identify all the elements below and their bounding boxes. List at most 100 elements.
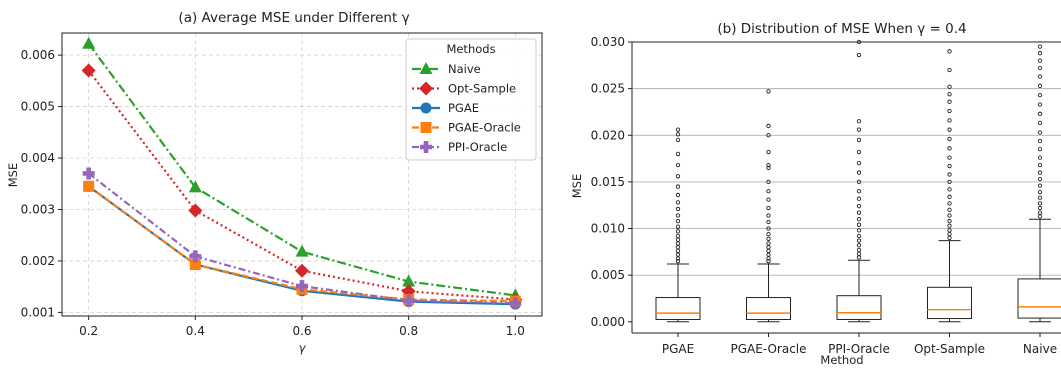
chart-b-grid — [632, 88, 1061, 276]
outlier-point — [856, 217, 862, 222]
line-chart-panel: (a) Average MSE under Different γ 0.0010… — [6, 10, 543, 355]
outlier-point — [947, 187, 952, 192]
x-tick-label: 1.0 — [506, 324, 525, 338]
x-tick-label: Naive — [1023, 342, 1057, 356]
outlier-point — [947, 218, 952, 224]
outlier-point — [856, 127, 862, 132]
outlier-point — [1037, 176, 1043, 182]
legend-label: Naive — [448, 62, 481, 76]
outlier-point — [766, 219, 771, 225]
chart-a-x-axis-label: γ — [299, 341, 307, 355]
outlier-point — [947, 213, 952, 218]
outlier-point — [1037, 102, 1043, 107]
y-tick-label: 0.015 — [591, 175, 625, 189]
outlier-point — [856, 222, 862, 227]
y-tick-label: 0.003 — [21, 202, 55, 216]
outlier-point — [675, 174, 681, 179]
x-tick-label: PPI-Oracle — [828, 342, 890, 356]
data-point-naive — [82, 36, 96, 49]
outlier-point — [675, 206, 681, 212]
data-point-opt-sample — [295, 263, 309, 278]
iqr-box — [746, 297, 791, 320]
outlier-point — [856, 52, 862, 58]
chart-b-y-axis-label: MSE — [570, 174, 584, 199]
outlier-point — [947, 108, 952, 114]
outlier-point — [766, 197, 771, 202]
outlier-point — [856, 233, 862, 239]
outlier-point — [856, 179, 862, 185]
box-opt-sample — [927, 49, 972, 323]
outlier-point — [1037, 93, 1043, 98]
outlier-point — [947, 179, 952, 185]
x-tick-label: 0.4 — [186, 324, 205, 338]
outlier-point — [1037, 183, 1043, 188]
chart-b-x-axis: PGAE PGAE-Oracle PPI-Oracle Opt-Sample Naive — [662, 333, 1057, 356]
outlier-point — [766, 236, 771, 241]
outlier-point — [856, 161, 862, 166]
chart-a-legend: Methods Naive Opt-Sample PGAE PGAE-Oracle PP… — [405, 38, 537, 161]
outlier-point — [856, 149, 862, 155]
outlier-point — [947, 67, 952, 73]
outlier-point — [675, 162, 681, 168]
outlier-point — [1037, 51, 1043, 56]
y-tick-label: 0.000 — [591, 315, 625, 329]
outlier-point — [947, 155, 952, 160]
y-tick-label: 0.005 — [591, 268, 625, 282]
chart-a-y-axis: 0.001 0.002 0.003 0.004 0.005 0.006 — [21, 48, 62, 319]
legend-label: PPI-Oracle — [448, 140, 507, 154]
y-tick-label: 0.020 — [591, 128, 625, 142]
legend-title: Methods — [446, 42, 495, 56]
x-tick-label: PGAE — [662, 342, 694, 356]
outlier-point — [766, 259, 771, 264]
outlier-point — [766, 89, 771, 94]
chart-b-title: (b) Distribution of MSE When γ = 0.4 — [717, 21, 966, 37]
outlier-point — [675, 184, 681, 189]
outlier-point — [1037, 58, 1043, 63]
data-point-ppi-oracle — [82, 167, 95, 180]
outlier-point — [1037, 190, 1043, 195]
outlier-point — [1037, 210, 1043, 215]
legend-box — [405, 38, 537, 161]
outlier-point — [766, 205, 771, 211]
outlier-point — [766, 226, 771, 231]
outlier-point — [947, 99, 952, 104]
outlier-point — [947, 146, 952, 151]
outlier-point — [947, 127, 952, 132]
data-point-ppi-oracle — [509, 297, 522, 310]
outlier-point — [856, 196, 862, 201]
chart-a-y-axis-label: MSE — [6, 163, 20, 188]
y-tick-label: 0.004 — [21, 151, 55, 165]
outlier-point — [1037, 65, 1043, 71]
outlier-point — [947, 223, 952, 228]
outlier-point — [947, 163, 952, 169]
outlier-point — [1037, 130, 1043, 135]
outlier-point — [766, 189, 771, 194]
outlier-point — [1037, 155, 1043, 160]
outlier-point — [766, 133, 771, 138]
series-line-naive — [87, 43, 516, 297]
outlier-point — [856, 189, 862, 194]
outlier-point — [766, 165, 771, 171]
outlier-point — [856, 170, 862, 175]
x-tick-label: 0.8 — [399, 324, 418, 338]
data-point-ppi-oracle — [189, 250, 202, 263]
legend-marker — [420, 141, 433, 153]
outlier-point — [856, 210, 862, 215]
iqr-box — [1017, 278, 1061, 319]
outlier-point — [1037, 44, 1043, 49]
outlier-point — [947, 194, 952, 199]
y-tick-label: 0.005 — [21, 100, 55, 114]
outlier-point — [1037, 111, 1043, 116]
y-tick-label: 0.025 — [591, 82, 625, 96]
legend-marker — [419, 62, 433, 74]
chart-b-boxes — [655, 39, 1061, 323]
chart-b-y-axis: 0.000 0.005 0.010 0.015 0.020 0.025 0.030 — [591, 35, 632, 329]
outlier-point — [766, 241, 771, 246]
outlier-point — [1037, 74, 1043, 79]
data-point-opt-sample — [188, 203, 203, 218]
legend-label: Opt-Sample — [448, 82, 516, 96]
data-point-naive — [402, 274, 416, 287]
outlier-point — [1037, 162, 1043, 168]
box-ppi-oracle — [836, 39, 882, 323]
chart-b-x-axis-label: Method — [820, 353, 863, 367]
